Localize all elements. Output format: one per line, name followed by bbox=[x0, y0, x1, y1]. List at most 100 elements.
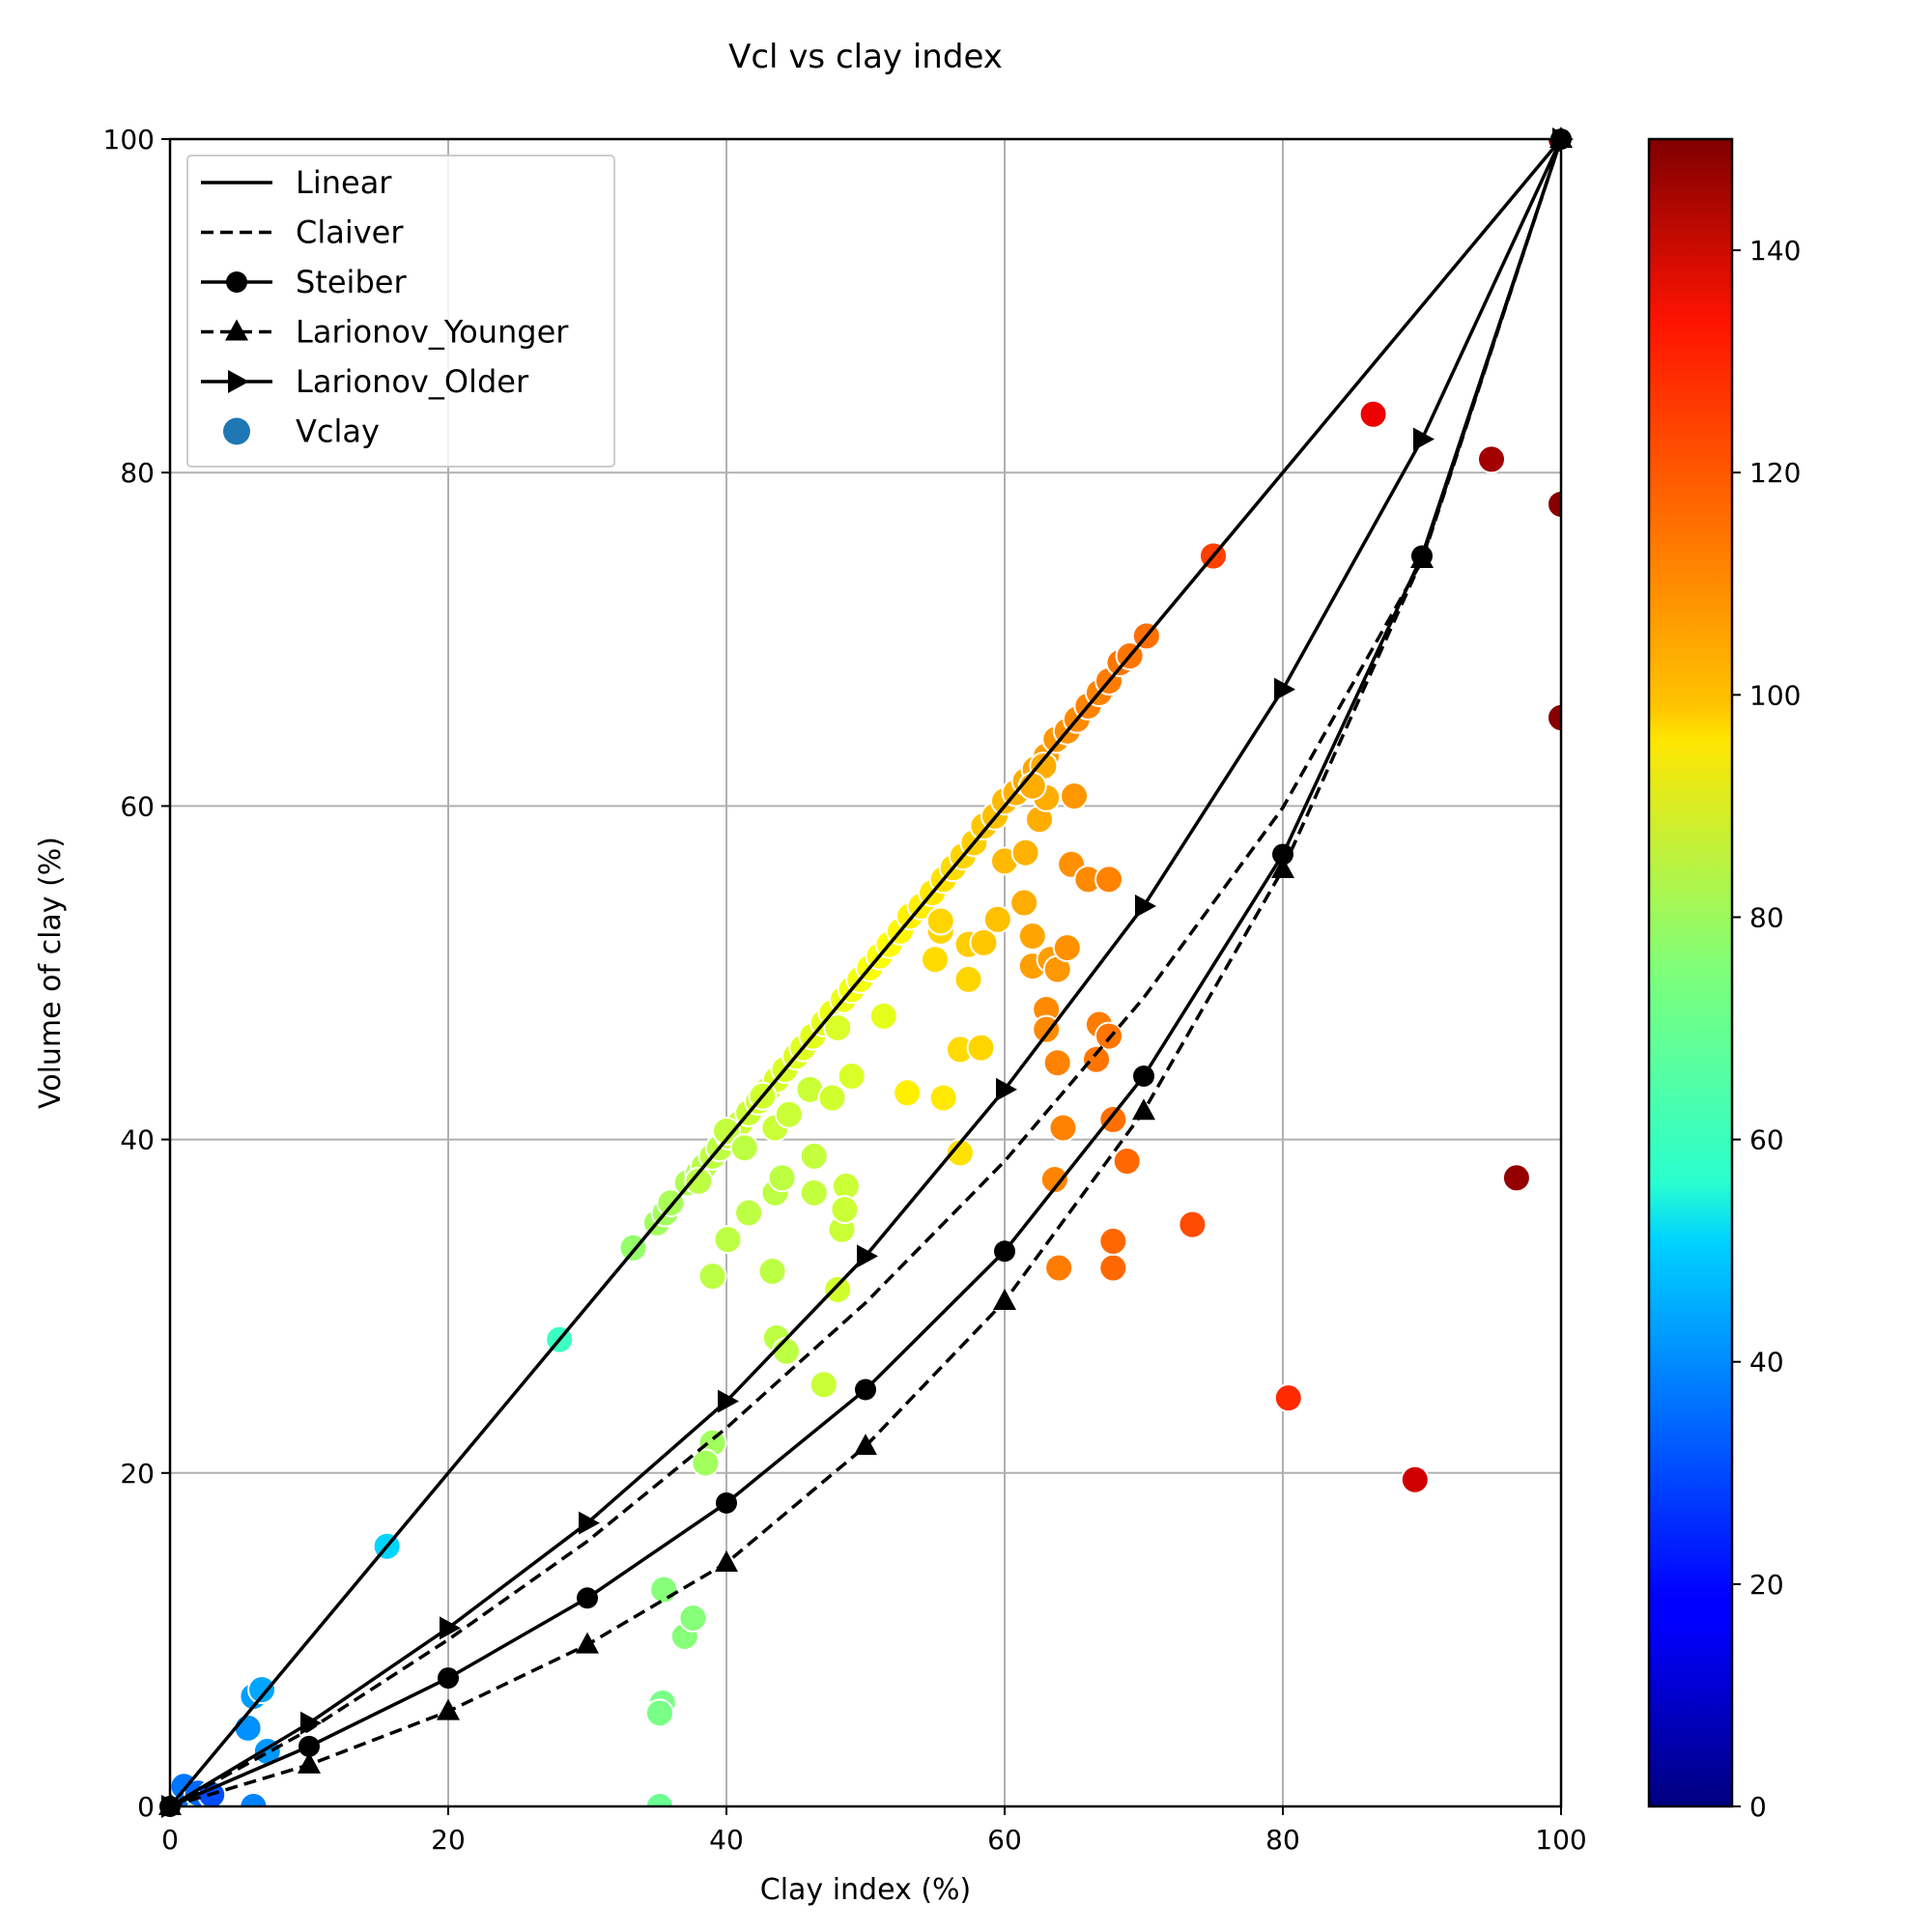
y-tick-label: 80 bbox=[120, 457, 155, 489]
larionov-older-marker bbox=[718, 1389, 739, 1413]
x-axis-ticks: 0 20 40 60 80 100 bbox=[161, 1806, 1587, 1856]
vclay-point bbox=[1098, 1226, 1128, 1256]
legend-box bbox=[186, 155, 615, 468]
steiber-marker bbox=[298, 1735, 320, 1757]
colorbar-tick-label: 140 bbox=[1749, 235, 1801, 267]
larionov-older-marker bbox=[1274, 677, 1295, 701]
vclay-point bbox=[1501, 1163, 1531, 1193]
vclay-point bbox=[1547, 702, 1561, 732]
larionov-older-marker bbox=[300, 1711, 322, 1735]
vclay-point bbox=[649, 1575, 679, 1605]
vclay-point bbox=[928, 1083, 958, 1113]
colorbar-ticks: 0 20 40 60 80 100 120 140 bbox=[1732, 235, 1801, 1823]
vclay-point bbox=[1400, 1464, 1430, 1494]
larionov-younger-marker bbox=[1271, 856, 1294, 878]
vclay-point bbox=[767, 1163, 797, 1193]
vclay-point bbox=[799, 1178, 829, 1208]
larionov-older-marker bbox=[579, 1511, 600, 1535]
y-axis-ticks: 0 20 40 60 80 100 bbox=[103, 124, 170, 1823]
larionov-younger-marker bbox=[298, 1751, 321, 1774]
legend-label-larionov-younger: Larionov_Younger bbox=[296, 314, 569, 351]
legend: Linear Claiver Steiber Larionov_Younger Lari… bbox=[186, 155, 615, 468]
vclay-point bbox=[809, 1370, 838, 1400]
chart-title: Vcl vs clay index bbox=[728, 38, 1003, 76]
vclay-point bbox=[1017, 922, 1047, 952]
linear-line bbox=[168, 137, 1563, 1808]
vclay-point bbox=[1060, 781, 1089, 811]
vclay-point bbox=[757, 1256, 787, 1286]
vclay-point bbox=[1082, 1044, 1112, 1074]
y-tick-label: 100 bbox=[103, 124, 155, 156]
legend-swatch-vclay bbox=[223, 417, 250, 445]
legend-label-vclay: Vclay bbox=[296, 413, 380, 450]
vclay-point bbox=[1273, 1383, 1303, 1413]
x-tick-label: 100 bbox=[1535, 1824, 1586, 1856]
x-axis-label: Clay index (%) bbox=[760, 1873, 971, 1907]
legend-marker-larionov-older bbox=[228, 370, 249, 393]
vclay-point bbox=[969, 927, 999, 957]
legend-label-larionov-older: Larionov_Older bbox=[296, 363, 529, 400]
larionov-younger-marker bbox=[993, 1289, 1016, 1311]
larionov-older-marker bbox=[1135, 894, 1156, 918]
plot-frame bbox=[168, 137, 1563, 1808]
x-tick-label: 60 bbox=[987, 1824, 1022, 1856]
vclay-point bbox=[771, 1336, 801, 1366]
larionov-younger-marker bbox=[1132, 1098, 1155, 1121]
model-curves bbox=[158, 127, 1574, 1818]
larionov-older-marker bbox=[1552, 128, 1574, 151]
vclay-point bbox=[644, 1792, 674, 1806]
vclay-point bbox=[239, 1792, 269, 1806]
colorbar-tick-label: 120 bbox=[1749, 457, 1801, 489]
vclay-point bbox=[868, 1001, 898, 1031]
vclay-point bbox=[817, 1083, 847, 1113]
x-tick-label: 40 bbox=[709, 1824, 744, 1856]
claiver-line bbox=[169, 138, 1563, 1808]
vclay-point bbox=[1358, 399, 1388, 429]
vclay-point bbox=[1039, 1165, 1069, 1195]
vclay-point bbox=[1044, 1253, 1074, 1283]
vclay-point bbox=[774, 1099, 804, 1129]
y-tick-label: 60 bbox=[120, 790, 155, 822]
y-tick-label: 0 bbox=[137, 1791, 155, 1823]
vclay-point bbox=[734, 1198, 764, 1228]
vclay-point bbox=[684, 1166, 714, 1196]
steiber-marker bbox=[994, 1240, 1015, 1263]
legend-label-steiber: Steiber bbox=[296, 264, 407, 300]
vclay-point bbox=[697, 1262, 727, 1292]
vclay-point bbox=[712, 1116, 741, 1146]
vclay-point bbox=[982, 904, 1012, 934]
steiber-marker bbox=[1133, 1065, 1154, 1088]
vclay-point bbox=[1009, 888, 1039, 918]
vclay-point bbox=[644, 1698, 674, 1728]
larionov-younger-marker bbox=[437, 1698, 460, 1720]
vclay-point bbox=[1094, 865, 1123, 895]
vclay-point bbox=[678, 1603, 708, 1633]
larionov-older-marker bbox=[857, 1244, 878, 1268]
vclay-point bbox=[953, 964, 983, 994]
vclay-point bbox=[823, 1012, 853, 1042]
vclay-point bbox=[729, 1133, 759, 1163]
colorbar-tick-label: 40 bbox=[1749, 1347, 1784, 1378]
vclay-point bbox=[713, 1225, 743, 1255]
larionov-younger-marker bbox=[854, 1434, 877, 1456]
larionov-older-marker bbox=[440, 1616, 461, 1640]
vclay-point bbox=[925, 906, 955, 936]
legend-label-claiver: Claiver bbox=[296, 214, 404, 251]
vclay-point bbox=[1547, 489, 1561, 519]
vclay-point bbox=[799, 1141, 829, 1171]
vclay-point bbox=[1010, 838, 1040, 867]
vclay-point bbox=[1098, 1253, 1128, 1283]
colorbar-tick-label: 20 bbox=[1749, 1569, 1784, 1601]
legend-marker-steiber bbox=[226, 271, 247, 293]
x-tick-label: 20 bbox=[431, 1824, 466, 1856]
grid-lines bbox=[170, 139, 1561, 1806]
larionov-younger-marker bbox=[576, 1632, 599, 1654]
vclay-point bbox=[1052, 933, 1082, 963]
vclay-point bbox=[823, 1274, 853, 1304]
vclay-point bbox=[1477, 444, 1506, 474]
colorbar-tick-label: 100 bbox=[1749, 679, 1801, 711]
vclay-point bbox=[1042, 1048, 1072, 1078]
y-tick-label: 20 bbox=[120, 1458, 155, 1490]
x-tick-label: 0 bbox=[161, 1824, 179, 1856]
